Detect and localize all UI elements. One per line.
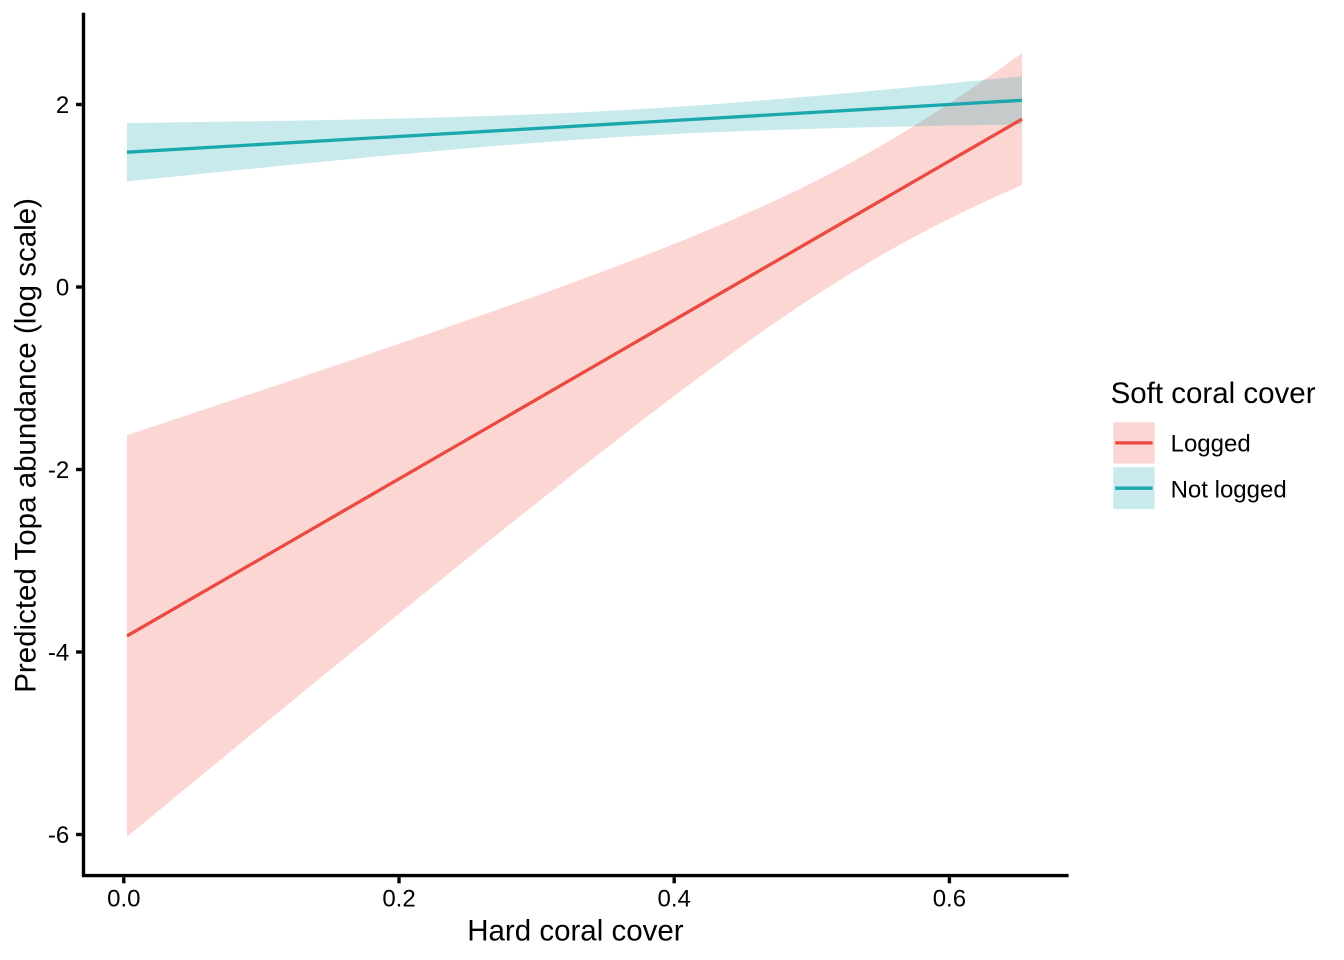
svg-text:-2: -2 xyxy=(48,457,69,484)
svg-text:Not logged: Not logged xyxy=(1171,476,1287,503)
svg-text:-4: -4 xyxy=(48,640,69,667)
svg-text:0.2: 0.2 xyxy=(382,886,415,913)
svg-text:0.4: 0.4 xyxy=(658,886,691,913)
svg-text:0.6: 0.6 xyxy=(933,886,966,913)
svg-text:Predicted Topa abundance (log: Predicted Topa abundance (log scale) xyxy=(9,198,42,693)
svg-text:0: 0 xyxy=(56,275,69,302)
svg-text:0.0: 0.0 xyxy=(107,886,140,913)
svg-text:Logged: Logged xyxy=(1171,431,1251,458)
svg-text:2: 2 xyxy=(56,92,69,119)
svg-text:-6: -6 xyxy=(48,822,69,849)
svg-text:Soft coral cover: Soft coral cover xyxy=(1111,377,1316,410)
svg-text:Hard coral cover: Hard coral cover xyxy=(467,915,684,948)
